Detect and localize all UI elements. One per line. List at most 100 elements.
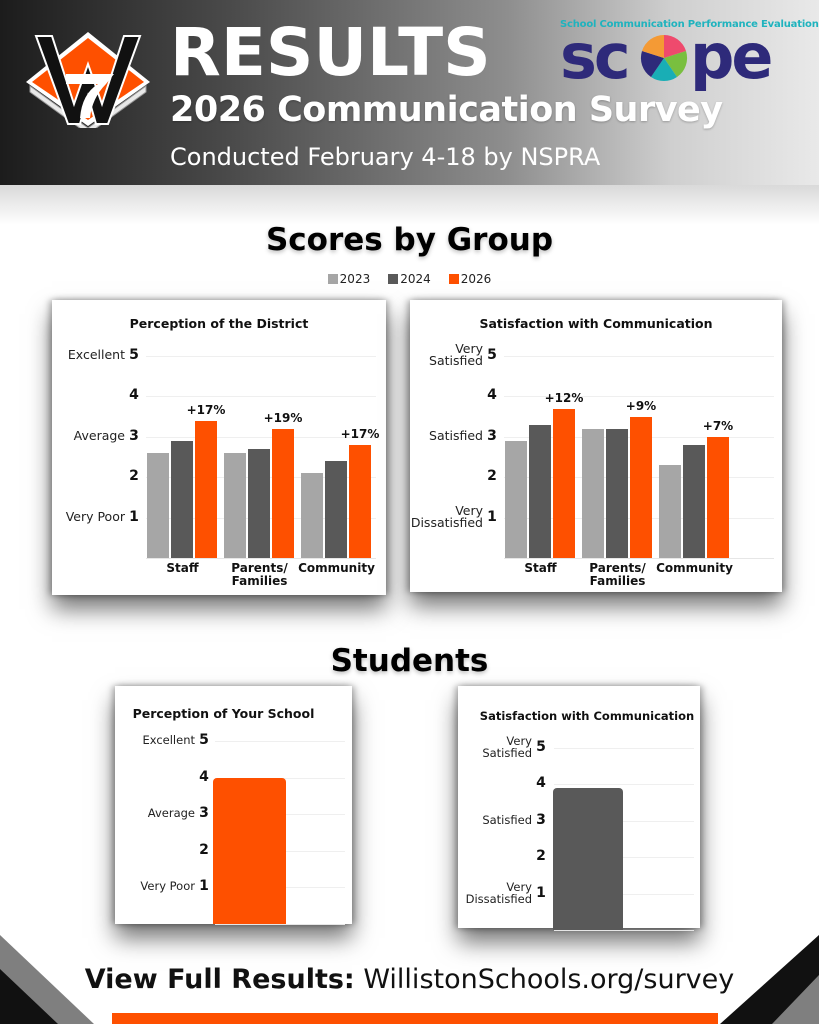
bar-2024-0 [529,424,551,558]
legend-swatch-2023 [327,274,338,284]
y-tick-5: 5 [199,732,209,748]
svg-text:sc: sc [560,22,628,92]
gridline [504,356,774,357]
chart-card-student-perception: Perception of Your School 1 Very Poor 2 3 Av… [115,686,352,925]
gridline [215,741,345,742]
bar-2026-2 [349,444,371,558]
y-tick-label-1: Very Poor [65,508,125,524]
category-label: Staff [166,561,199,575]
bar-2023-1 [224,452,246,558]
legend-swatch-2026 [448,274,459,284]
change-annotation: +19% [263,410,303,425]
bar-2023-2 [659,465,681,558]
y-tick-2: 2 [199,841,209,858]
header-fade [0,185,819,225]
y-tick-label-3: Satisfied [429,427,483,443]
y-tick-1: 1 [487,508,497,525]
bar-2026-0 [195,420,217,558]
baseline [146,558,376,559]
bar-student [213,777,286,924]
bar-student [553,788,623,930]
conducted-note: Conducted February 4-18 by NSPRA [170,143,601,171]
gridline [554,748,694,749]
baseline [554,930,694,931]
y-tick-5: 5 [536,739,546,755]
chart-card-student-satisfaction: Satisfaction with Communication 1 Very Dis… [458,686,700,931]
scope-tagline: School Communication Performance Evaluat… [560,19,819,30]
legend-label: 2023 [339,272,371,286]
change-annotation: +9% [625,398,657,413]
chart-title: Perception of Your School [132,706,315,721]
category-label: Parents/Families [589,561,646,588]
section-title-students: Students [330,643,489,679]
footer-label: View Full Results: [84,964,355,995]
footer-link[interactable]: View Full Results: WillistonSchools.org/… [0,964,819,995]
gridline [146,396,376,398]
change-annotation: +17% [340,426,380,441]
legend-label: 2026 [460,272,492,286]
y-tick-4: 4 [199,768,209,785]
bar-2026-0 [553,408,575,558]
bar-2026-1 [272,428,294,558]
y-tick-3: 3 [536,811,546,828]
baseline [215,924,345,925]
y-tick-4: 4 [487,387,497,404]
y-tick-label-1: Very Dissatisfied [465,879,532,906]
footer-orange-strip [112,1013,718,1024]
chart-card-satisfaction-communication: Satisfaction with Communication 1 Very Dis… [410,300,782,592]
legend-swatch-2024 [388,274,399,284]
change-annotation: +12% [544,390,584,405]
change-annotation: +17% [186,402,226,417]
scope-logo-icon: sc pe [560,22,774,92]
bar-2024-2 [325,461,347,558]
bar-2024-1 [248,448,270,558]
page-title: RESULTS [170,14,491,91]
chart-title: Satisfaction with Communication [479,316,713,331]
gridline [554,784,694,786]
y-tick-3: 3 [199,805,209,822]
legend-label: 2024 [400,272,431,286]
gridline [146,436,376,438]
corner-decoration-right [720,935,819,1024]
y-tick-2: 2 [129,468,139,485]
bar-2026-2 [707,436,729,558]
bar-2023-0 [147,452,169,558]
gridline [504,396,774,398]
y-tick-label-5: Very Satisfied [429,341,483,368]
corner-decoration-left [0,935,94,1024]
legend-item-2024: 2024 [388,272,431,286]
gridline [146,356,376,357]
y-tick-label-1: Very Dissatisfied [410,502,483,530]
category-label: Parents/Families [231,561,288,588]
bar-2026-1 [630,416,652,558]
footer-url[interactable]: WillistonSchools.org/survey [363,964,735,995]
y-tick-4: 4 [129,387,139,404]
chart-title: Perception of the District [129,316,309,331]
gridline [554,820,694,822]
y-tick-2: 2 [536,848,546,865]
y-tick-1: 1 [536,884,546,901]
bar-2024-2 [683,444,705,558]
y-tick-label-3: Average [73,427,125,443]
y-tick-4: 4 [536,775,546,792]
y-tick-5: 5 [129,347,139,363]
bar-2023-2 [301,473,323,558]
category-label: Community [656,561,733,575]
y-tick-label-1: Very Poor [140,879,195,894]
gridline [554,893,694,895]
chart-legend: 2023 2024 2026 [0,272,819,286]
bar-2024-1 [606,428,628,558]
chart-card-perception-district: Perception of the District 1 Very Poor 2 3 A… [52,300,386,595]
svg-text:pe: pe [690,22,771,92]
y-tick-label-3: Satisfied [482,812,532,827]
legend-item-2026: 2026 [448,272,492,286]
category-label: Community [298,561,375,575]
y-tick-label-5: Excellent [142,733,195,747]
y-tick-label-5: Excellent [67,347,125,362]
williston-w7-logo-icon [26,32,150,128]
bar-2024-0 [171,440,193,558]
chart-title: Satisfaction with Communication [479,709,695,723]
change-annotation: +7% [702,418,734,433]
y-tick-label-3: Average [147,806,195,821]
y-tick-2: 2 [487,468,497,485]
